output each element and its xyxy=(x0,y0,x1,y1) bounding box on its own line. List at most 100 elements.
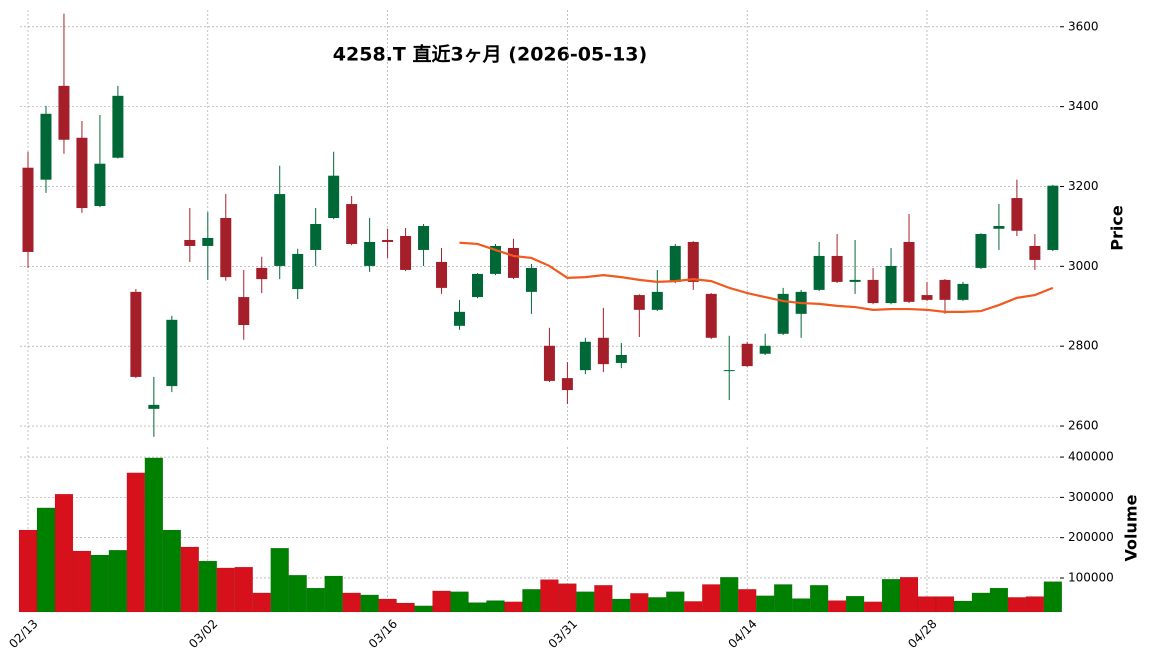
volume-bar xyxy=(1025,596,1045,613)
candle-body xyxy=(310,224,322,250)
candle-body xyxy=(256,267,268,280)
y-axis-label: Volume xyxy=(1122,494,1141,561)
volume-bar xyxy=(162,529,182,613)
y-tick-label: 400000 xyxy=(1068,450,1114,464)
candle-body xyxy=(759,345,771,354)
volume-bar xyxy=(396,602,415,613)
candle-body xyxy=(849,279,861,282)
volume-bar xyxy=(270,547,289,613)
volume-bar xyxy=(540,579,559,613)
volume-bar xyxy=(324,575,343,613)
candle-body xyxy=(148,404,160,409)
candle-body xyxy=(292,253,304,290)
y-tick-label: 2600 xyxy=(1068,419,1099,433)
volume-bar xyxy=(360,594,379,613)
volume-bar xyxy=(935,596,955,613)
candle-body xyxy=(220,218,232,278)
candle-body xyxy=(328,175,340,219)
candle-body xyxy=(687,241,699,282)
volume-bar xyxy=(702,584,721,613)
candle-body xyxy=(867,279,879,304)
volume-bar xyxy=(863,601,883,613)
candle-body xyxy=(597,337,609,365)
candle-body xyxy=(166,319,178,387)
x-tick-label: 02/13 xyxy=(6,617,40,651)
candle-body xyxy=(274,194,286,266)
candle-body xyxy=(669,245,681,282)
volume-bar xyxy=(198,560,218,613)
volume-bar xyxy=(36,507,56,613)
x-tick-label: 04/28 xyxy=(905,617,939,651)
candle-body xyxy=(507,247,519,278)
volume-bar xyxy=(288,574,307,613)
volume-bar xyxy=(468,602,487,613)
chart-title: 4258.T 直近3ヶ月 (2026-05-13) xyxy=(333,43,647,66)
candle-body xyxy=(543,345,555,381)
candle-body xyxy=(112,95,124,158)
x-tick-label: 03/31 xyxy=(546,617,580,651)
x-tick-label: 03/02 xyxy=(186,617,220,651)
volume-bar xyxy=(450,591,469,613)
candle-body xyxy=(40,113,52,180)
volume-bar xyxy=(719,576,739,613)
y-axis-label: Price xyxy=(1108,205,1127,251)
volume-bar xyxy=(558,583,577,613)
volume-bar xyxy=(666,591,685,613)
volume-bar xyxy=(899,576,919,613)
y-tick-label: 300000 xyxy=(1068,490,1114,504)
candle-body xyxy=(975,233,987,268)
candle-body xyxy=(454,311,466,326)
candle-body xyxy=(561,378,573,391)
volume-bar xyxy=(54,493,74,613)
volume-bar xyxy=(1007,597,1027,613)
candle-body xyxy=(202,237,214,246)
candle-body xyxy=(1047,185,1059,250)
candle-body xyxy=(993,225,1005,229)
candle-body xyxy=(58,85,70,140)
y-tick-label: 200000 xyxy=(1068,530,1114,544)
x-tick-label: 04/14 xyxy=(725,617,759,651)
candle-body xyxy=(400,235,412,270)
volume-bar xyxy=(971,592,991,613)
candle-body xyxy=(76,137,88,209)
volume-bar xyxy=(989,587,1009,613)
y-tick-label: 100000 xyxy=(1068,570,1114,584)
volume-bar xyxy=(953,600,973,613)
volume-bar xyxy=(72,550,92,613)
volume-bar xyxy=(881,578,901,613)
volume-bar xyxy=(827,600,847,613)
candle-body xyxy=(831,255,843,282)
candle-body xyxy=(184,239,196,246)
candle-body xyxy=(22,167,34,252)
candle-body xyxy=(957,283,969,300)
volume-bar xyxy=(486,600,505,613)
volume-bar xyxy=(90,554,110,613)
candle-body xyxy=(741,343,753,367)
candle-body xyxy=(705,293,717,338)
volume-bar xyxy=(594,584,613,613)
volume-bar xyxy=(755,595,775,613)
volume-bar xyxy=(576,591,595,613)
candle-body xyxy=(436,261,448,288)
y-tick-label: 3600 xyxy=(1068,19,1099,33)
candle-body xyxy=(418,225,430,250)
volume-bar xyxy=(216,567,236,613)
candle-body xyxy=(346,204,358,244)
volume-bar xyxy=(180,546,200,613)
volume-bar xyxy=(648,597,667,613)
volume-bar xyxy=(234,566,254,613)
moving-average-line xyxy=(459,241,1054,313)
y-tick-label: 3200 xyxy=(1068,179,1099,193)
candle-body xyxy=(615,354,627,363)
volume-bar xyxy=(917,596,937,613)
y-tick-label: 2800 xyxy=(1068,339,1099,353)
volume-bar xyxy=(144,457,164,613)
y-tick-label: 3400 xyxy=(1068,99,1099,113)
candle-body xyxy=(472,273,483,298)
y-tick-label: 3000 xyxy=(1068,259,1099,273)
candle-body xyxy=(94,163,106,207)
volume-bar xyxy=(126,472,146,613)
candle-body xyxy=(489,245,501,274)
candle-body xyxy=(364,241,376,266)
